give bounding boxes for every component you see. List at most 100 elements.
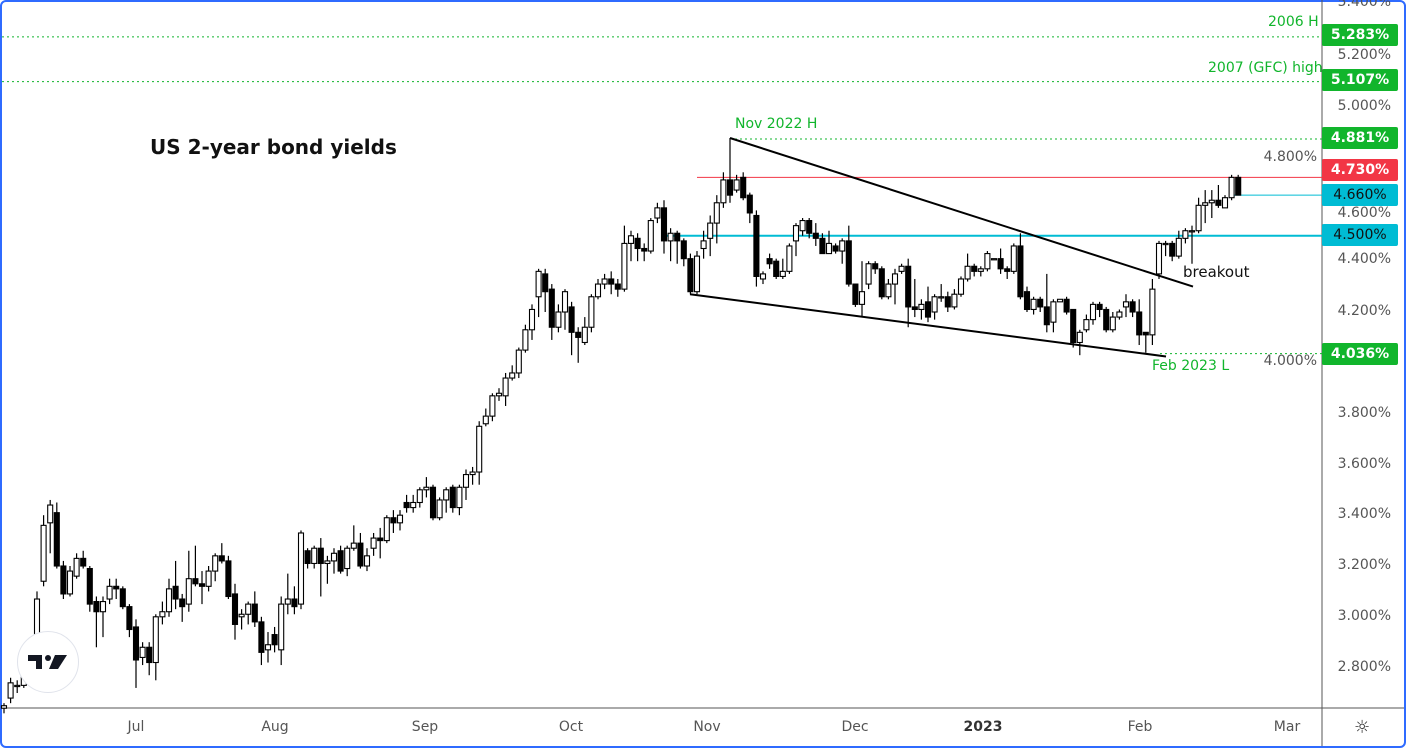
candle-bearish [608, 278, 615, 285]
candle-bullish [1221, 197, 1229, 209]
candle-bullish [1149, 288, 1156, 336]
candle-bullish [654, 207, 661, 219]
candle-bearish [746, 194, 753, 214]
candle-bullish [535, 270, 542, 298]
candle-bearish [291, 598, 298, 608]
candle-bearish [845, 240, 852, 285]
candle-bullish [1116, 311, 1123, 318]
label-2006-high: 2006 H [1268, 14, 1319, 30]
candle-bullish [951, 293, 958, 308]
candle-bearish [1004, 268, 1011, 272]
candle-bullish [284, 598, 291, 605]
candle-bullish [693, 255, 701, 293]
candle-bullish [964, 265, 971, 280]
candle-bullish [443, 489, 450, 501]
x-tick: Nov [693, 719, 721, 735]
candle-bearish [852, 283, 859, 305]
price-badge-4730: 4.730% [1322, 159, 1398, 181]
candle-bearish [680, 240, 687, 260]
candle-bullish [1188, 230, 1196, 233]
candle-bearish [146, 646, 153, 664]
y-tick: 4.000% [1263, 353, 1317, 369]
candle-bullish [515, 349, 522, 374]
candle-bullish [990, 258, 998, 261]
candle-bullish [891, 273, 899, 285]
candle-bearish [1043, 306, 1050, 326]
candle-bullish [1182, 230, 1189, 239]
candle-bearish [403, 501, 410, 509]
candle-bullish [1010, 245, 1017, 272]
candle-bearish [832, 245, 839, 252]
y-tick: 4.600% [1337, 205, 1391, 221]
settings-gear-icon[interactable]: ☼ [1354, 717, 1371, 738]
price-badge-5107: 5.107% [1322, 69, 1398, 91]
candle-bearish [80, 557, 87, 567]
candle-bullish [423, 486, 430, 491]
candle-bearish [1142, 331, 1149, 336]
candle-bearish [1129, 301, 1136, 313]
candle-bullish [278, 603, 285, 651]
label-nov-2022-high: Nov 2022 H [735, 116, 818, 132]
candle-bullish [245, 603, 252, 615]
candle-bullish [495, 392, 503, 397]
x-tick: Feb [1127, 719, 1153, 735]
candle-bearish [132, 626, 140, 661]
y-tick: 5.400% [1337, 0, 1391, 10]
candle-bullish [509, 372, 516, 379]
y-tick: 3.400% [1337, 506, 1391, 522]
candle-bullish [621, 242, 628, 290]
candle-bearish [1169, 242, 1176, 257]
candle-bearish [60, 565, 67, 595]
candle-bearish [944, 296, 951, 308]
candle-bearish [113, 585, 120, 590]
candle-bullish [324, 560, 331, 565]
candle-bullish [1155, 242, 1163, 275]
candle-bearish [997, 258, 1004, 270]
price-badge-4500: 4.500% [1322, 224, 1398, 246]
y-tick: 4.200% [1337, 303, 1391, 319]
candle-bullish [977, 268, 984, 272]
candle-bullish [363, 555, 371, 567]
candle-bearish [548, 288, 555, 328]
candle-bullish [601, 278, 608, 285]
candle-bullish [1228, 176, 1235, 199]
candle-bullish [786, 245, 793, 272]
candle-bullish [918, 303, 925, 311]
candle-bearish [568, 306, 575, 333]
candle-bearish [812, 232, 819, 239]
candle-bearish [905, 265, 912, 308]
candle-bearish [1037, 298, 1044, 308]
candle-bearish [1136, 311, 1143, 336]
candle-bullish [1208, 199, 1215, 204]
candle-bearish [634, 237, 641, 250]
candle-bullish [528, 308, 536, 331]
candle-bullish [858, 291, 866, 305]
candle-bullish [47, 504, 54, 524]
candle-bearish [198, 583, 206, 587]
candle-bullish [73, 557, 80, 577]
x-tick: Aug [261, 719, 289, 735]
x-tick: Sep [411, 719, 439, 735]
candle-bullish [1122, 301, 1130, 308]
candle-bullish [212, 555, 219, 572]
candle-bullish [469, 471, 476, 476]
candle-bearish [641, 247, 648, 252]
candle-bearish [726, 179, 734, 196]
price-badge-4881: 4.881% [1322, 127, 1398, 149]
candle-bullish [839, 240, 846, 252]
candle-bearish [93, 601, 100, 613]
x-tick: Dec [841, 719, 869, 735]
candle-bearish [225, 560, 232, 598]
y-tick: 4.400% [1337, 251, 1391, 267]
y-tick: 3.200% [1337, 557, 1391, 573]
candle-bearish [192, 578, 199, 585]
candle-bearish [231, 593, 239, 625]
candle-bearish [86, 567, 93, 605]
candle-bearish [304, 550, 311, 565]
candle-bullish [482, 415, 489, 425]
candle-bullish [456, 486, 463, 509]
candle-bearish [766, 258, 773, 265]
candle-bullish [185, 578, 192, 605]
tradingview-logo-icon[interactable] [17, 631, 79, 693]
